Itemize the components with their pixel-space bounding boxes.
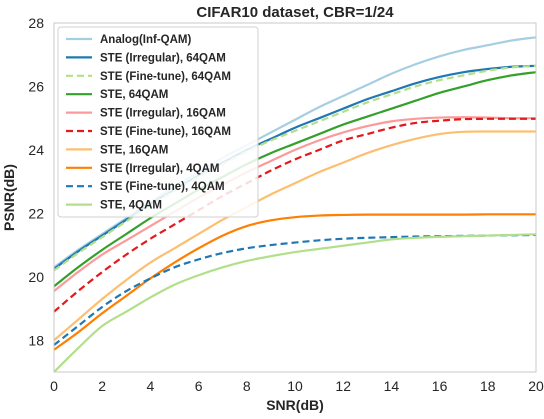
legend-label: STE, 4QAM xyxy=(100,200,162,212)
series-line xyxy=(53,71,537,288)
y-tick-label: 26 xyxy=(28,78,44,94)
legend-items: Analog(Inf-QAM) STE (Irregular), 64QAM STE… xyxy=(66,34,231,212)
y-axis-ticks: 18 20 22 24 26 28 xyxy=(28,15,44,348)
legend-label: STE (Irregular), 64QAM xyxy=(100,52,226,64)
y-axis-title: PSNR(dB) xyxy=(1,164,17,231)
series-line xyxy=(53,116,537,292)
chart-title: CIFAR10 dataset, CBR=1/24 xyxy=(196,4,394,21)
legend-label: STE, 64QAM xyxy=(100,89,168,101)
legend-label: Analog(Inf-QAM) xyxy=(100,34,192,46)
series-line xyxy=(53,64,537,272)
y-tick-label: 28 xyxy=(28,15,44,31)
x-tick-label: 0 xyxy=(50,378,58,394)
legend: Analog(Inf-QAM) STE (Irregular), 64QAM STE… xyxy=(57,26,259,218)
series-line xyxy=(53,130,536,342)
legend-label: STE (Irregular), 4QAM xyxy=(100,163,220,175)
x-tick-label: 2 xyxy=(98,378,106,394)
x-tick-label: 14 xyxy=(384,378,400,394)
series-line xyxy=(53,117,536,313)
series-line xyxy=(53,213,536,351)
y-tick-label: 18 xyxy=(28,332,44,348)
x-tick-label: 4 xyxy=(147,378,155,394)
x-tick-label: 10 xyxy=(287,378,303,394)
x-axis-title: SNR(dB) xyxy=(266,397,324,413)
x-tick-label: 18 xyxy=(480,378,496,394)
legend-label: STE (Fine-tune), 64QAM xyxy=(100,71,231,83)
y-tick-label: 22 xyxy=(28,205,44,221)
legend-label: STE (Fine-tune), 16QAM xyxy=(100,126,231,138)
y-tick-label: 24 xyxy=(28,142,44,158)
x-axis-ticks: 0 2 4 6 8 10 12 14 16 18 20 xyxy=(50,378,544,394)
x-tick-label: 6 xyxy=(195,378,203,394)
series-line xyxy=(53,233,537,373)
x-tick-label: 8 xyxy=(243,378,251,394)
x-tick-label: 20 xyxy=(528,378,544,394)
y-tick-label: 20 xyxy=(28,269,44,285)
legend-box xyxy=(57,26,259,218)
legend-label: STE (Irregular), 16QAM xyxy=(100,108,226,120)
plot-frame xyxy=(53,22,537,373)
x-tick-label: 12 xyxy=(335,378,351,394)
legend-label: STE (Fine-tune), 4QAM xyxy=(100,181,225,193)
legend-label: STE, 16QAM xyxy=(100,144,168,156)
x-tick-label: 16 xyxy=(432,378,448,394)
